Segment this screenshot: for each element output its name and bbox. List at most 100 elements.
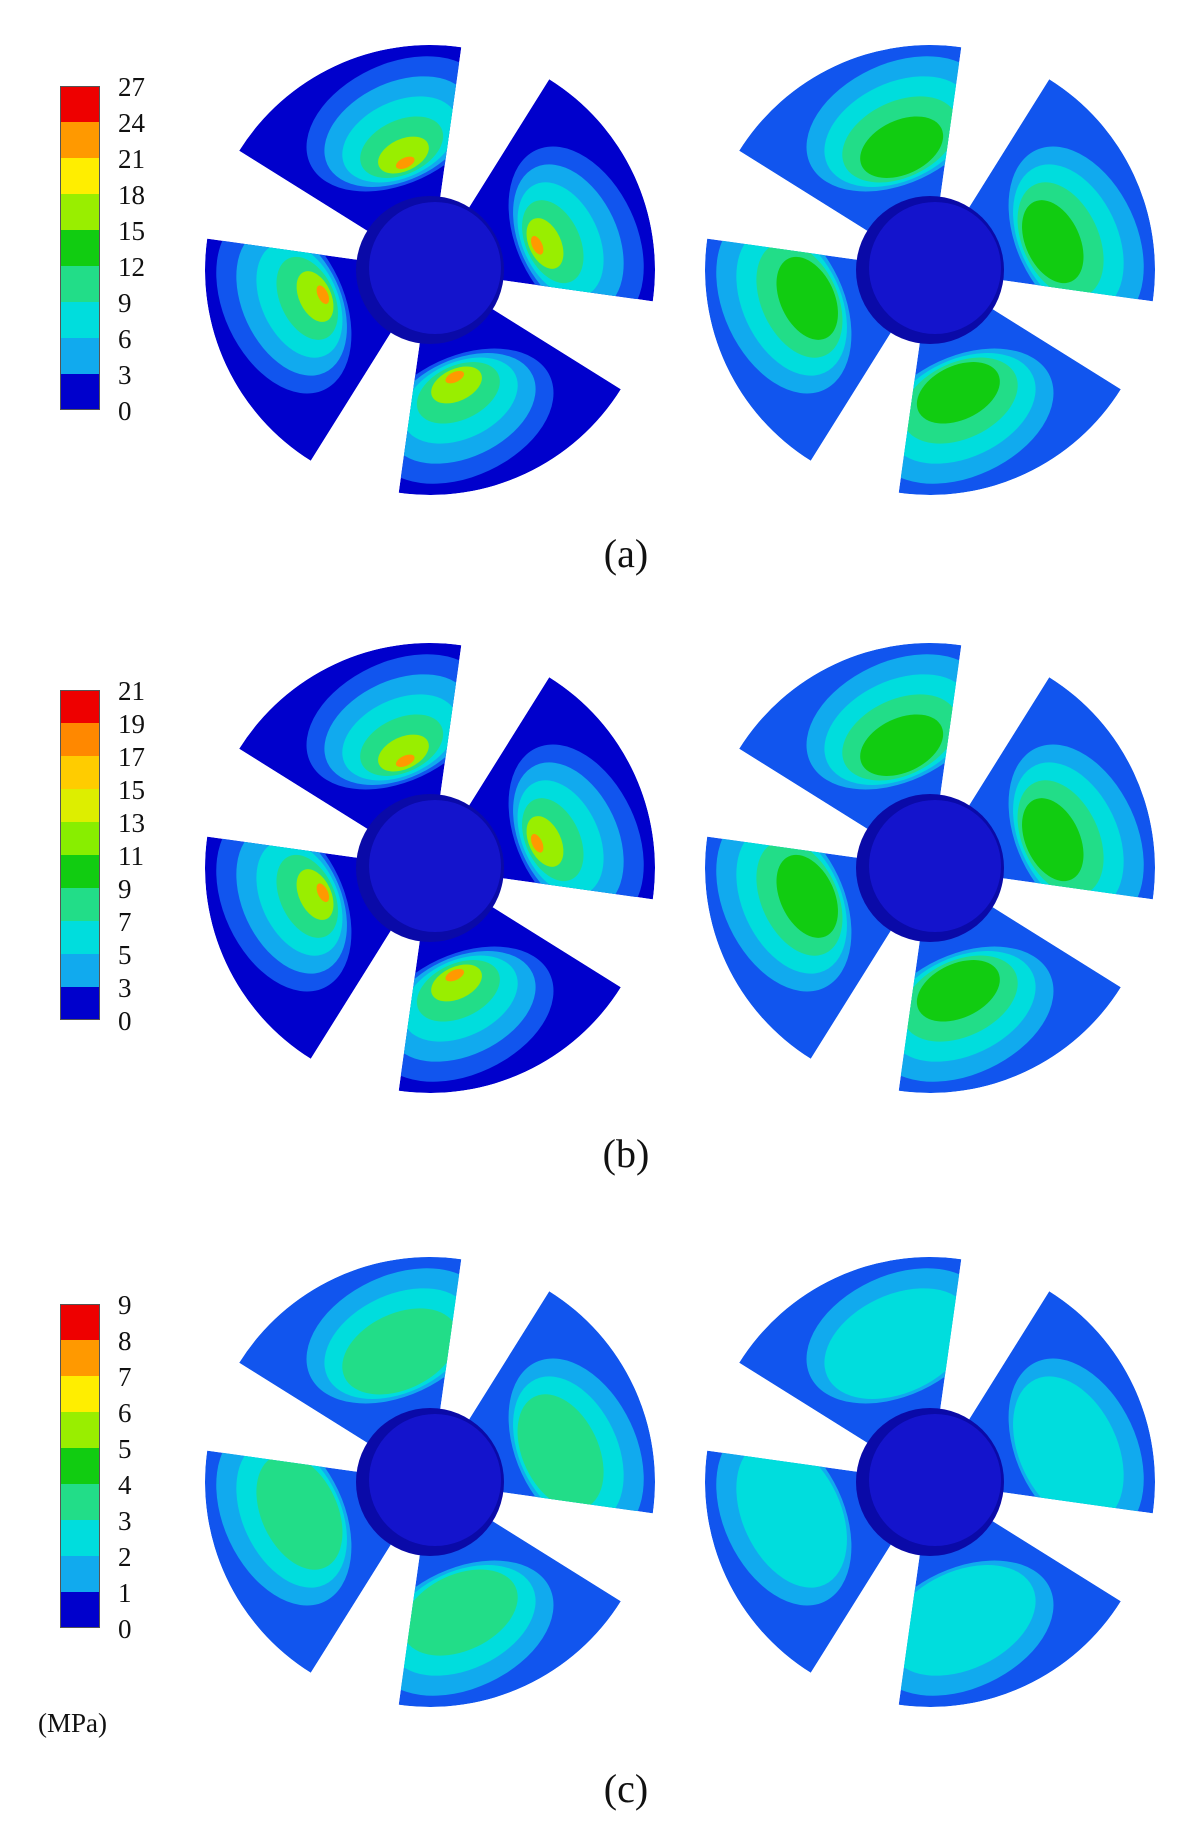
blade [705, 1450, 899, 1673]
blade [239, 1257, 462, 1451]
panel-a: 27 24 21 18 15 12 9 6 3 0 (a) [0, 0, 1192, 600]
colorbar-tick-label: 9 [118, 874, 132, 904]
blade [205, 1450, 399, 1673]
blade [961, 79, 1155, 302]
colorbar-b [60, 690, 100, 1020]
blade [204, 238, 399, 461]
hub-cap [869, 800, 1001, 932]
colorbar-tick-label: 1 [118, 1578, 132, 1608]
hub-cap [369, 202, 501, 334]
colorbar-segment [60, 1520, 100, 1556]
propeller-right-b [705, 643, 1155, 1093]
colorbar-segment [60, 1556, 100, 1592]
blade [239, 643, 462, 837]
blade [961, 1291, 1155, 1514]
blade [398, 899, 621, 1093]
colorbar-segment [60, 338, 100, 374]
colorbar-segment [60, 1448, 100, 1484]
blade [239, 45, 462, 239]
colorbar-segment [60, 921, 100, 954]
panel-c: 9 8 7 6 5 4 3 2 1 0 (MPa) (c) [0, 1220, 1192, 1836]
blade [461, 1291, 655, 1514]
colorbar-tick-label: 5 [118, 1434, 132, 1464]
propeller-right-c [705, 1257, 1155, 1707]
colorbar-segment [60, 723, 100, 756]
colorbar-a [60, 86, 100, 410]
hub-cap [369, 1414, 501, 1546]
blade [398, 1513, 621, 1707]
blade [739, 643, 962, 837]
propeller-left-c [205, 1257, 655, 1707]
colorbar-tick-label: 27 [118, 72, 145, 102]
blade [961, 677, 1155, 900]
colorbar-tick-label: 3 [118, 360, 132, 390]
blade [898, 1513, 1121, 1707]
colorbar-tick-label: 21 [118, 144, 145, 174]
colorbar-segment [60, 690, 100, 723]
colorbar-tick-label: 15 [118, 216, 145, 246]
blade [898, 301, 1121, 495]
colorbar-tick-label: 9 [118, 1290, 132, 1320]
colorbar-segment [60, 1484, 100, 1520]
blade [705, 836, 899, 1059]
colorbar-segment [60, 374, 100, 410]
colorbar-segment [60, 302, 100, 338]
hub-cap [369, 800, 501, 932]
colorbar-segment [60, 1376, 100, 1412]
propeller-left-b [205, 643, 655, 1093]
colorbar-segment [60, 822, 100, 855]
colorbar-segment [60, 158, 100, 194]
colorbar-tick-label: 12 [118, 252, 145, 282]
colorbar-tick-label: 4 [118, 1470, 132, 1500]
colorbar-tick-label: 3 [118, 973, 132, 1003]
colorbar-segment [60, 855, 100, 888]
colorbar-segment [60, 122, 100, 158]
colorbar-segment [60, 1304, 100, 1340]
colorbar-tick-label: 3 [118, 1506, 132, 1536]
colorbar-tick-label: 24 [118, 108, 145, 138]
colorbar-segment [60, 1412, 100, 1448]
colorbar-tick-label: 0 [118, 396, 132, 426]
colorbar-tick-label: 17 [118, 742, 145, 772]
colorbar-segment [60, 954, 100, 987]
colorbar-segment [60, 1592, 100, 1628]
hub-cap [869, 1414, 1001, 1546]
propeller-right-a [705, 45, 1155, 495]
colorbar-tick-label: 0 [118, 1614, 132, 1644]
unit-label: (MPa) [38, 1708, 107, 1738]
colorbar-segment [60, 756, 100, 789]
colorbar-segment [60, 789, 100, 822]
blade [898, 899, 1121, 1093]
caption-a: (a) [603, 531, 649, 576]
colorbar-tick-label: 7 [118, 907, 132, 937]
hub-cap [869, 202, 1001, 334]
colorbar-tick-label: 19 [118, 709, 145, 739]
colorbar-segment [60, 987, 100, 1020]
caption-c: (c) [603, 1766, 649, 1811]
blade [739, 45, 962, 239]
colorbar-tick-label: 11 [118, 841, 144, 871]
colorbar-segment [60, 230, 100, 266]
colorbar-tick-label: 6 [118, 324, 132, 354]
caption-b: (b) [602, 1131, 650, 1176]
colorbar-segment [60, 194, 100, 230]
panel-b: 21 19 17 15 13 11 9 7 5 3 0 (b) [0, 610, 1192, 1210]
colorbar-segment [60, 1340, 100, 1376]
colorbar-c [60, 1304, 100, 1628]
colorbar-segment [60, 266, 100, 302]
blade [398, 301, 621, 495]
colorbar-tick-label: 9 [118, 288, 132, 318]
propeller-left-a [204, 45, 655, 495]
colorbar-tick-label: 5 [118, 940, 132, 970]
colorbar-tick-label: 21 [118, 676, 145, 706]
blade [461, 79, 655, 302]
blade [705, 238, 899, 461]
blade [461, 677, 655, 900]
colorbar-tick-label: 6 [118, 1398, 132, 1428]
colorbar-tick-label: 7 [118, 1362, 132, 1392]
colorbar-tick-label: 8 [118, 1326, 132, 1356]
blade [739, 1257, 962, 1451]
blade [205, 836, 399, 1059]
colorbar-tick-label: 13 [118, 808, 145, 838]
colorbar-segment [60, 86, 100, 122]
